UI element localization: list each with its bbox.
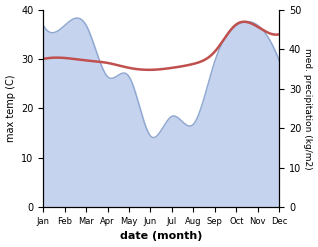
X-axis label: date (month): date (month): [120, 231, 203, 242]
Y-axis label: med. precipitation (kg/m2): med. precipitation (kg/m2): [303, 48, 313, 169]
Y-axis label: max temp (C): max temp (C): [5, 75, 16, 142]
